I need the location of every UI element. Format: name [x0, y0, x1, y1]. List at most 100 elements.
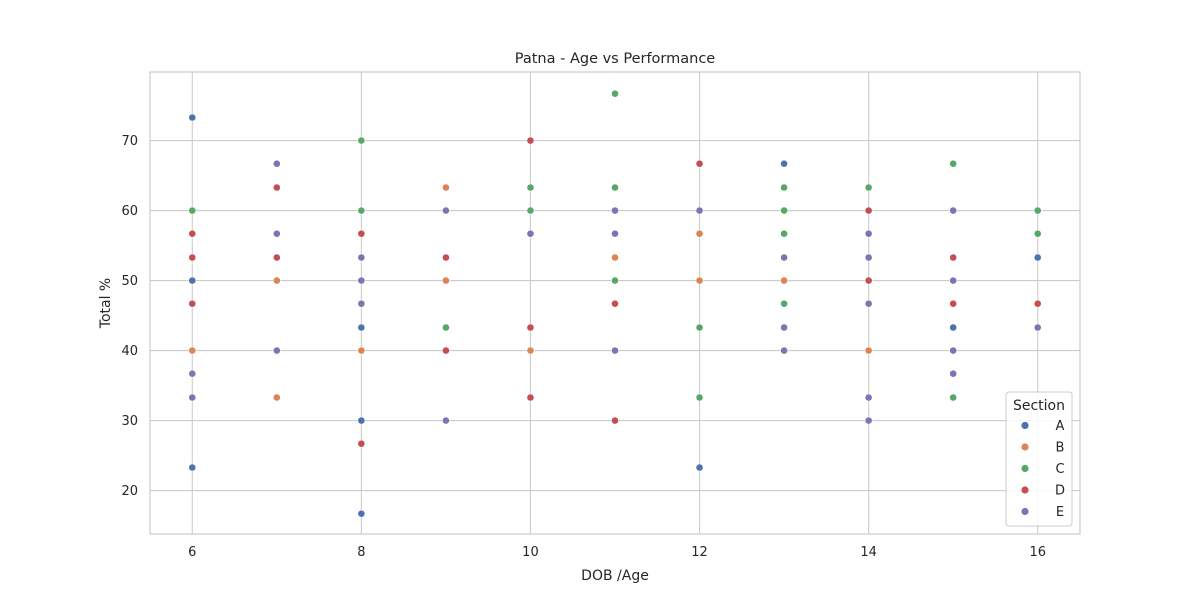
chart-title: Patna - Age vs Performance — [515, 51, 716, 67]
data-point-e — [442, 206, 450, 215]
data-point-e — [780, 253, 788, 262]
data-point-c — [188, 206, 197, 215]
data-point-e — [864, 299, 873, 308]
data-point-e — [442, 416, 450, 425]
data-point-e — [188, 393, 197, 402]
x-tick-label: 16 — [1029, 545, 1046, 560]
data-point-c — [864, 183, 873, 192]
data-point-b — [442, 183, 450, 192]
data-point-d — [1033, 299, 1042, 308]
data-point-c — [611, 183, 619, 192]
data-point-b — [864, 346, 873, 355]
data-point-e — [272, 229, 281, 238]
data-point-d — [272, 253, 281, 262]
data-point-d — [949, 299, 958, 308]
data-point-e — [272, 346, 281, 355]
data-point-c — [526, 206, 535, 215]
data-point-a — [188, 113, 197, 122]
y-tick-label: 50 — [121, 274, 138, 289]
data-point-d — [526, 393, 535, 402]
data-point-a — [188, 276, 197, 285]
y-tick-label: 20 — [121, 484, 138, 499]
data-point-e — [188, 369, 197, 378]
y-tick-label: 30 — [121, 414, 138, 429]
data-point-c — [442, 323, 450, 332]
data-point-b — [780, 276, 788, 285]
data-point-c — [357, 206, 366, 215]
data-point-c — [611, 89, 619, 98]
data-point-a — [695, 463, 704, 472]
data-point-c — [695, 393, 704, 402]
data-point-d — [357, 439, 366, 448]
data-point-c — [611, 276, 619, 285]
data-point-d — [188, 253, 197, 262]
data-point-c — [780, 229, 788, 238]
data-point-c — [1033, 229, 1042, 238]
data-point-e — [611, 229, 619, 238]
data-point-d — [695, 159, 704, 168]
data-point-b — [188, 346, 197, 355]
x-tick-label: 6 — [188, 545, 196, 560]
data-point-c — [780, 299, 788, 308]
data-point-b — [695, 229, 704, 238]
y-tick-label: 70 — [121, 134, 138, 149]
data-point-a — [357, 416, 366, 425]
plot-frame — [149, 71, 1081, 535]
legend-label-c: C — [1055, 462, 1064, 477]
data-point-b — [611, 253, 619, 262]
data-point-c — [949, 393, 958, 402]
data-point-a — [188, 463, 197, 472]
data-point-c — [695, 323, 704, 332]
data-point-a — [357, 323, 366, 332]
y-axis-label: Total % — [98, 278, 114, 329]
data-point-d — [188, 299, 197, 308]
data-point-d — [272, 183, 281, 192]
y-tick-label: 40 — [121, 344, 138, 359]
data-point-d — [864, 206, 873, 215]
data-point-d — [442, 346, 450, 355]
legend-label-b: B — [1056, 441, 1065, 456]
data-point-d — [611, 299, 619, 308]
data-point-d — [949, 253, 958, 262]
data-point-e — [864, 229, 873, 238]
data-point-b — [272, 393, 281, 402]
data-point-e — [780, 323, 788, 332]
data-point-e — [695, 206, 704, 215]
legend-marker-b — [1021, 443, 1029, 451]
x-tick-label: 8 — [357, 545, 365, 560]
data-point-d — [188, 229, 197, 238]
data-point-e — [272, 159, 281, 168]
legend-marker-d — [1021, 486, 1029, 494]
data-point-e — [949, 369, 958, 378]
data-point-d — [864, 276, 873, 285]
data-point-c — [780, 206, 788, 215]
data-point-e — [949, 276, 958, 285]
y-tick-label: 60 — [121, 204, 138, 219]
x-tick-label: 10 — [522, 545, 539, 560]
data-point-e — [949, 346, 958, 355]
data-point-e — [864, 393, 873, 402]
data-point-d — [611, 416, 619, 425]
data-point-d — [526, 136, 535, 145]
data-point-e — [611, 206, 619, 215]
data-point-c — [357, 136, 366, 145]
data-point-e — [526, 229, 535, 238]
data-point-c — [780, 183, 788, 192]
legend-label-e: E — [1056, 505, 1064, 520]
legend-marker-a — [1021, 421, 1029, 430]
data-point-a — [357, 509, 366, 518]
x-tick-label: 14 — [860, 545, 877, 560]
data-point-e — [949, 206, 958, 215]
data-point-a — [949, 323, 958, 332]
data-point-c — [1033, 206, 1042, 215]
data-point-d — [357, 229, 366, 238]
legend-marker-c — [1021, 464, 1029, 473]
legend-label-d: D — [1055, 484, 1065, 499]
data-point-c — [949, 159, 958, 168]
x-tick-label: 12 — [691, 545, 708, 560]
data-point-a — [780, 159, 788, 168]
